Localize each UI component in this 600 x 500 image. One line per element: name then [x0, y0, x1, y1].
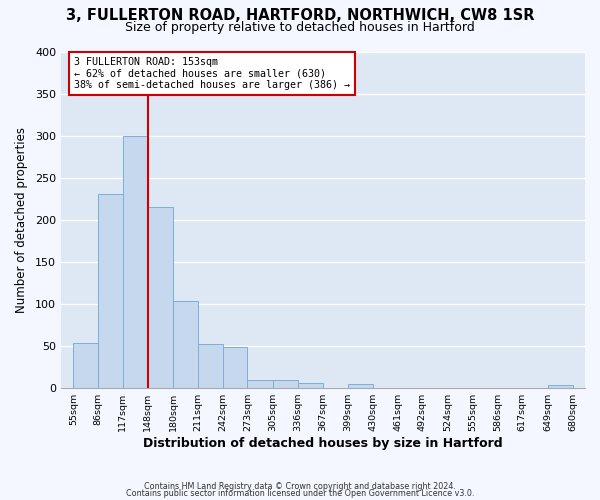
Bar: [273, 380, 298, 388]
Text: Contains public sector information licensed under the Open Government Licence v3: Contains public sector information licen…: [126, 490, 474, 498]
Bar: [198, 344, 223, 388]
Bar: [223, 347, 247, 388]
Text: Contains HM Land Registry data © Crown copyright and database right 2024.: Contains HM Land Registry data © Crown c…: [144, 482, 456, 491]
Text: 3 FULLERTON ROAD: 153sqm
← 62% of detached houses are smaller (630)
38% of semi-: 3 FULLERTON ROAD: 153sqm ← 62% of detach…: [74, 56, 350, 90]
Bar: [348, 384, 373, 388]
Text: 3, FULLERTON ROAD, HARTFORD, NORTHWICH, CW8 1SR: 3, FULLERTON ROAD, HARTFORD, NORTHWICH, …: [66, 8, 534, 22]
Bar: [123, 136, 148, 388]
Y-axis label: Number of detached properties: Number of detached properties: [15, 127, 28, 313]
Bar: [73, 344, 98, 388]
Text: Size of property relative to detached houses in Hartford: Size of property relative to detached ho…: [125, 21, 475, 34]
Bar: [247, 380, 273, 388]
Bar: [298, 383, 323, 388]
X-axis label: Distribution of detached houses by size in Hartford: Distribution of detached houses by size …: [143, 437, 503, 450]
Bar: [98, 194, 123, 388]
Bar: [148, 207, 173, 388]
Bar: [173, 302, 198, 388]
Bar: [548, 384, 572, 388]
